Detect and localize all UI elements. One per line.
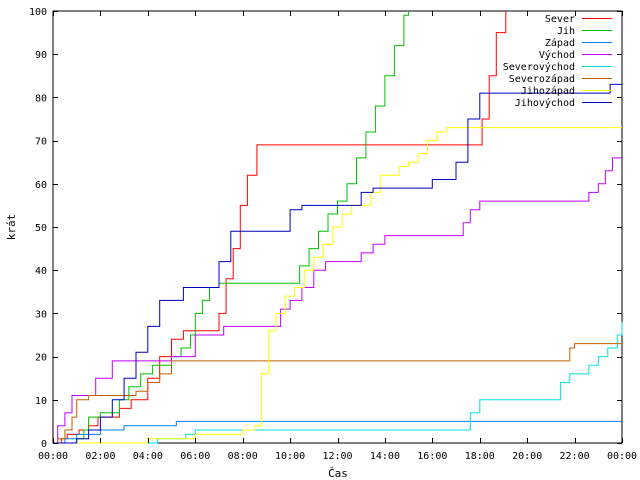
legend-label: Jihovýchod — [515, 97, 575, 109]
x-tick-label: 14:00 — [370, 451, 400, 462]
y-tick-label: 90 — [35, 50, 47, 61]
y-tick-label: 0 — [41, 439, 47, 450]
y-tick-label: 100 — [29, 7, 47, 18]
x-tick-label: 02:00 — [85, 451, 115, 462]
y-tick-label: 60 — [35, 180, 47, 191]
legend-label: Západ — [545, 37, 575, 49]
legend-label: Jih — [557, 26, 575, 37]
x-tick-label: 08:00 — [228, 451, 258, 462]
legend-label: Sever — [545, 14, 575, 25]
series-line — [53, 322, 623, 444]
series-line — [53, 83, 622, 444]
y-tick-label: 50 — [35, 223, 47, 234]
series-line — [53, 420, 622, 444]
x-tick-label: 00:00 — [607, 451, 637, 462]
y-tick-label: 40 — [35, 266, 47, 277]
y-axis-label: krát — [5, 214, 18, 241]
y-tick-label: 80 — [35, 93, 47, 104]
legend-label: Východ — [539, 49, 575, 61]
y-tick-label: 70 — [35, 137, 47, 148]
x-tick-label: 12:00 — [322, 451, 352, 462]
x-tick-label: 00:00 — [38, 451, 68, 462]
x-tick-label: 18:00 — [465, 451, 495, 462]
legend: SeverJihZápadVýchodSeverovýchodSeverozáp… — [503, 14, 612, 109]
y-tick-label: 20 — [35, 353, 47, 364]
legend-label: Severovýchod — [503, 61, 575, 73]
y-tick-label: 10 — [35, 396, 47, 407]
legend-label: Jihozápad — [521, 85, 575, 97]
axis-ticks: 0 10 20 30 40 50 60 70 80 90 100 00:00 02:00 04:00 06:… — [29, 7, 637, 462]
x-tick-label: 22:00 — [560, 451, 590, 462]
x-tick-label: 04:00 — [133, 451, 163, 462]
series-line — [53, 127, 622, 444]
x-tick-label: 16:00 — [417, 451, 447, 462]
series-line — [53, 343, 622, 444]
series-line — [53, 11, 507, 444]
x-tick-label: 06:00 — [180, 451, 210, 462]
x-tick-label: 10:00 — [275, 451, 305, 462]
series-lines — [53, 11, 623, 444]
y-tick-label: 30 — [35, 309, 47, 320]
series-line — [53, 157, 622, 444]
x-tick-label: 20:00 — [512, 451, 542, 462]
x-axis-label: Čas — [328, 467, 348, 480]
legend-label: Severozápad — [509, 73, 575, 85]
